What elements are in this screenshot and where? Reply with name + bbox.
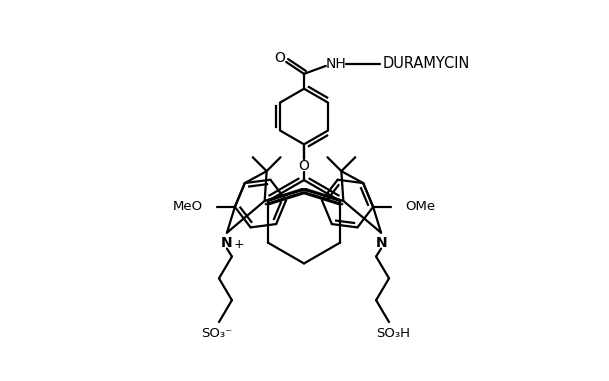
Text: O: O (275, 51, 286, 65)
Text: OMe: OMe (405, 200, 435, 213)
Text: N: N (221, 235, 233, 250)
Text: MeO: MeO (173, 200, 203, 213)
Text: SO₃H: SO₃H (376, 327, 410, 341)
Text: O: O (298, 159, 309, 173)
Text: N: N (375, 235, 387, 250)
Text: SO₃⁻: SO₃⁻ (202, 327, 233, 341)
Text: NH: NH (325, 57, 346, 71)
Text: DURAMYCIN: DURAMYCIN (382, 56, 470, 71)
Text: +: + (233, 238, 244, 251)
